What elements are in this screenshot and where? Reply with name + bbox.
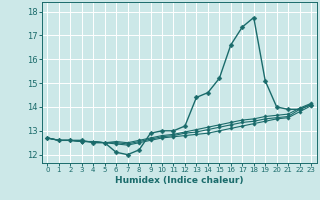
X-axis label: Humidex (Indice chaleur): Humidex (Indice chaleur): [115, 176, 244, 185]
